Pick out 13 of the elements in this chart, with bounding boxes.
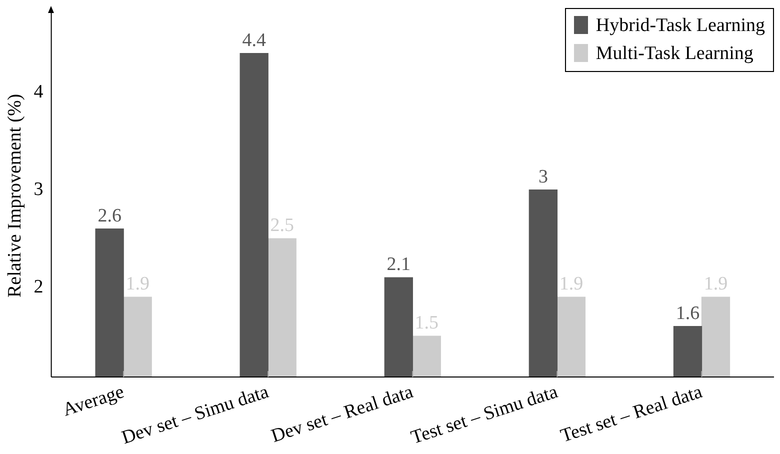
data-label: 2.6 (98, 205, 122, 226)
x-tick-label: Test set – Real data (558, 381, 706, 447)
data-label: 1.6 (676, 302, 700, 324)
legend-label: Multi-Task Learning (596, 43, 754, 64)
y-tick-label: 4 (34, 81, 44, 102)
y-axis-title: Relative Improvement (%) (4, 94, 26, 298)
y-tick-label: 2 (34, 276, 44, 298)
data-label: 3 (538, 166, 548, 188)
data-label: 4.4 (242, 30, 266, 51)
x-tick-label: Average (60, 381, 127, 421)
y-tick-label: 3 (34, 178, 44, 200)
legend-label: Hybrid-Task Learning (596, 15, 765, 36)
data-label: 2.1 (386, 254, 411, 276)
